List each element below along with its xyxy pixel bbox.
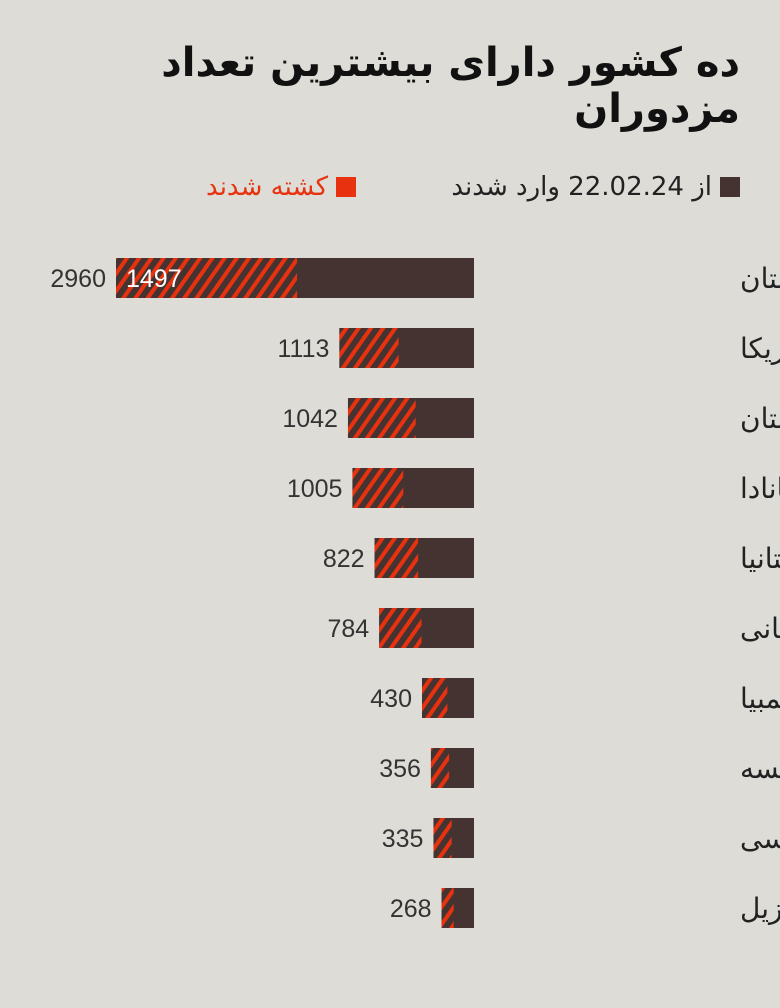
category-label: کرواسی: [740, 822, 780, 855]
value-label: 356: [379, 755, 421, 783]
bar-killed: [421, 678, 448, 718]
bar-killed: [347, 398, 416, 438]
value-label: 1005: [287, 475, 343, 503]
bar-killed: [116, 258, 298, 298]
bar-killed: [374, 538, 419, 578]
legend: از 22.02.24 وارد شدند کشته شدند: [40, 172, 740, 212]
value-label: 784: [327, 615, 369, 643]
category-label: رومانی: [740, 612, 780, 645]
bar-killed: [430, 748, 450, 788]
value-label: 822: [323, 545, 365, 573]
value-label: 2960: [50, 265, 106, 293]
bar-killed: [441, 888, 454, 928]
category-label: بریتانیا: [740, 542, 780, 575]
category-label: آمریکا: [740, 332, 780, 365]
category-label: کانادا: [740, 472, 780, 505]
legend-entered-swatch: [720, 177, 740, 197]
value-label: 1042: [282, 405, 338, 433]
value-label: 335: [382, 825, 424, 853]
legend-entered: از 22.02.24 وارد شدند: [451, 172, 740, 202]
value-label: 430: [370, 685, 412, 713]
value-label: 268: [390, 895, 432, 923]
bar-killed: [379, 608, 422, 648]
killed-inner-label: 1497: [126, 265, 182, 293]
bar-killed: [433, 818, 452, 858]
category-label: گرجستان: [740, 402, 780, 435]
legend-killed-swatch: [336, 177, 356, 197]
legend-entered-label: از 22.02.24 وارد شدند: [451, 172, 712, 202]
bar-killed: [352, 468, 404, 508]
category-label: برزیل: [740, 892, 780, 925]
category-label: فرانسه: [740, 752, 780, 785]
legend-killed-label: کشته شدند: [206, 172, 328, 202]
legend-killed: کشته شدند: [206, 172, 356, 202]
category-label: لهستان: [740, 262, 780, 295]
chart-title: ده کشور دارای بیشترین تعداد مزدوران: [161, 40, 740, 132]
bar-killed: [339, 328, 399, 368]
category-label: کلمبیا: [740, 682, 780, 715]
value-label: 1113: [277, 335, 329, 363]
